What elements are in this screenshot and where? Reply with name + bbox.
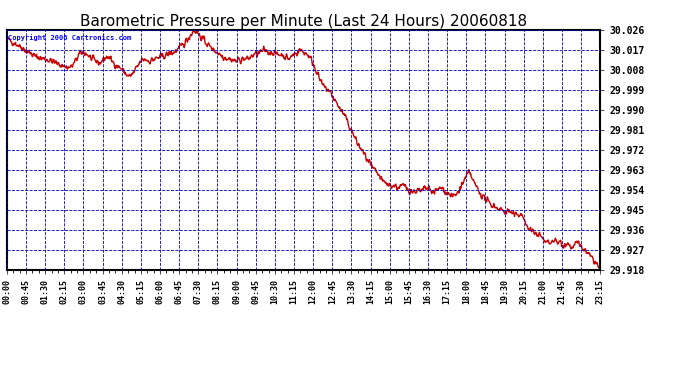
Text: Copyright 2006 Cartronics.com: Copyright 2006 Cartronics.com: [8, 34, 131, 40]
Title: Barometric Pressure per Minute (Last 24 Hours) 20060818: Barometric Pressure per Minute (Last 24 …: [80, 14, 527, 29]
